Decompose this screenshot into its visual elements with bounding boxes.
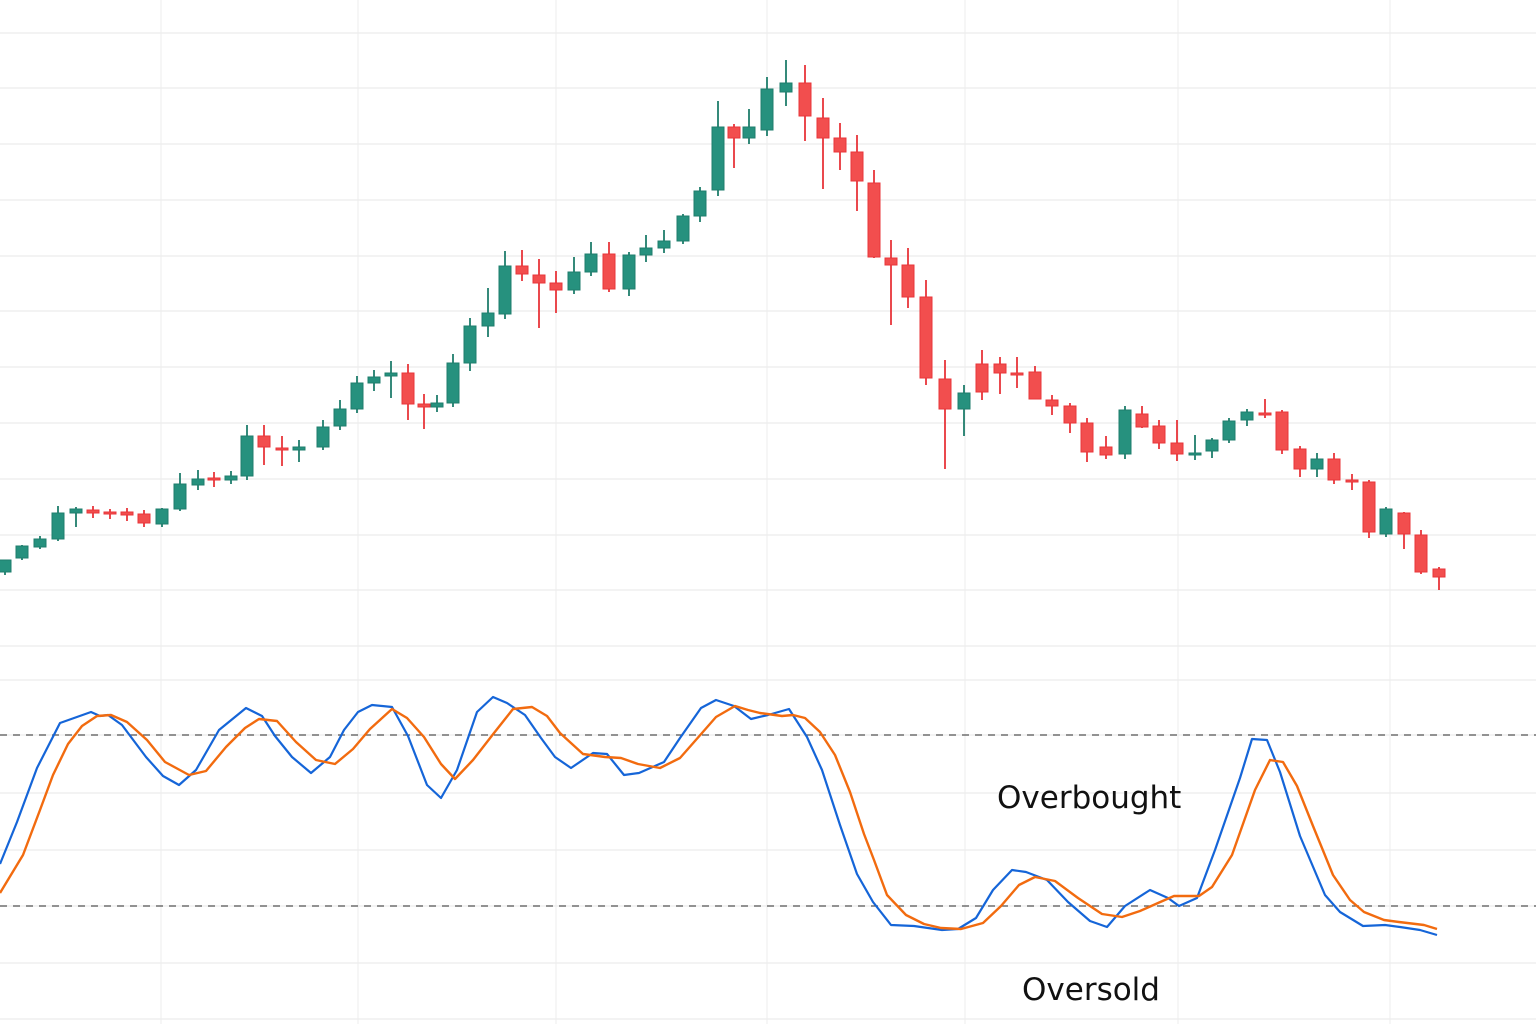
candle bbox=[760, 77, 774, 136]
candle bbox=[430, 395, 444, 412]
candle bbox=[1275, 410, 1289, 454]
candle bbox=[1362, 480, 1376, 538]
candle bbox=[86, 506, 100, 518]
candle bbox=[938, 360, 952, 469]
candle bbox=[0, 559, 12, 575]
candle bbox=[333, 400, 347, 430]
candle bbox=[1063, 403, 1077, 433]
candle bbox=[446, 354, 460, 407]
candle bbox=[155, 508, 169, 527]
oversold-label: Oversold bbox=[1022, 972, 1160, 1008]
stochastic-oscillator bbox=[0, 695, 1438, 937]
candle bbox=[1045, 395, 1059, 415]
candle bbox=[622, 252, 636, 296]
candle bbox=[727, 124, 741, 168]
candle bbox=[15, 545, 29, 560]
candle bbox=[884, 240, 898, 325]
candle bbox=[993, 357, 1007, 394]
candle bbox=[350, 376, 364, 413]
candle bbox=[602, 242, 616, 292]
candle bbox=[367, 370, 381, 391]
candle bbox=[1345, 474, 1359, 490]
candle bbox=[657, 230, 671, 253]
level-lines bbox=[0, 734, 1536, 907]
candle bbox=[798, 65, 812, 141]
candle bbox=[1188, 435, 1202, 460]
candle bbox=[1222, 418, 1236, 443]
candle bbox=[693, 187, 707, 222]
candlestick-series bbox=[0, 60, 1446, 590]
candle bbox=[1310, 453, 1324, 477]
candle bbox=[975, 350, 989, 400]
d-line bbox=[0, 704, 1438, 931]
candle bbox=[1327, 453, 1341, 484]
candle bbox=[639, 235, 653, 262]
candle bbox=[207, 472, 221, 487]
candle bbox=[173, 473, 187, 511]
candle bbox=[240, 425, 254, 480]
candle bbox=[191, 470, 205, 490]
candle bbox=[1099, 436, 1113, 459]
candle bbox=[919, 280, 933, 385]
candle bbox=[51, 506, 65, 541]
candle bbox=[515, 250, 529, 281]
candle bbox=[103, 509, 117, 519]
candle bbox=[417, 394, 431, 429]
candle bbox=[69, 507, 83, 527]
candle bbox=[1258, 399, 1272, 418]
candle bbox=[137, 510, 151, 527]
candle bbox=[1135, 406, 1149, 428]
candle bbox=[463, 318, 477, 371]
candle bbox=[1080, 418, 1094, 462]
candle bbox=[224, 471, 238, 484]
candle bbox=[1379, 507, 1393, 537]
candle bbox=[292, 440, 306, 462]
candle bbox=[1010, 357, 1024, 388]
candle bbox=[257, 425, 271, 465]
candle bbox=[33, 536, 47, 549]
overbought-label: Overbought bbox=[997, 780, 1182, 816]
candle bbox=[816, 98, 830, 189]
candle bbox=[1028, 366, 1042, 400]
candle bbox=[567, 257, 581, 294]
candle bbox=[1205, 438, 1219, 458]
k-line bbox=[0, 695, 1438, 937]
candle bbox=[401, 364, 415, 420]
candle bbox=[1118, 406, 1132, 459]
candle bbox=[316, 420, 330, 450]
candle bbox=[120, 508, 134, 521]
candle bbox=[384, 361, 398, 398]
candle bbox=[867, 170, 881, 258]
candle bbox=[957, 385, 971, 436]
candle bbox=[1397, 512, 1411, 549]
candle bbox=[833, 123, 847, 170]
candle bbox=[1414, 530, 1428, 574]
candle bbox=[711, 101, 725, 196]
candle bbox=[584, 242, 598, 276]
candle bbox=[1240, 409, 1254, 426]
candle bbox=[779, 60, 793, 106]
candle bbox=[901, 248, 915, 308]
candle bbox=[532, 259, 546, 328]
candle bbox=[1152, 420, 1166, 449]
candle bbox=[481, 288, 495, 337]
candle bbox=[498, 251, 512, 319]
candle bbox=[850, 135, 864, 211]
candle bbox=[1170, 420, 1184, 461]
candle bbox=[275, 436, 289, 466]
candle bbox=[1293, 446, 1307, 477]
candle bbox=[742, 109, 756, 144]
candle bbox=[549, 271, 563, 313]
candle bbox=[1432, 567, 1446, 590]
candle bbox=[676, 214, 690, 244]
